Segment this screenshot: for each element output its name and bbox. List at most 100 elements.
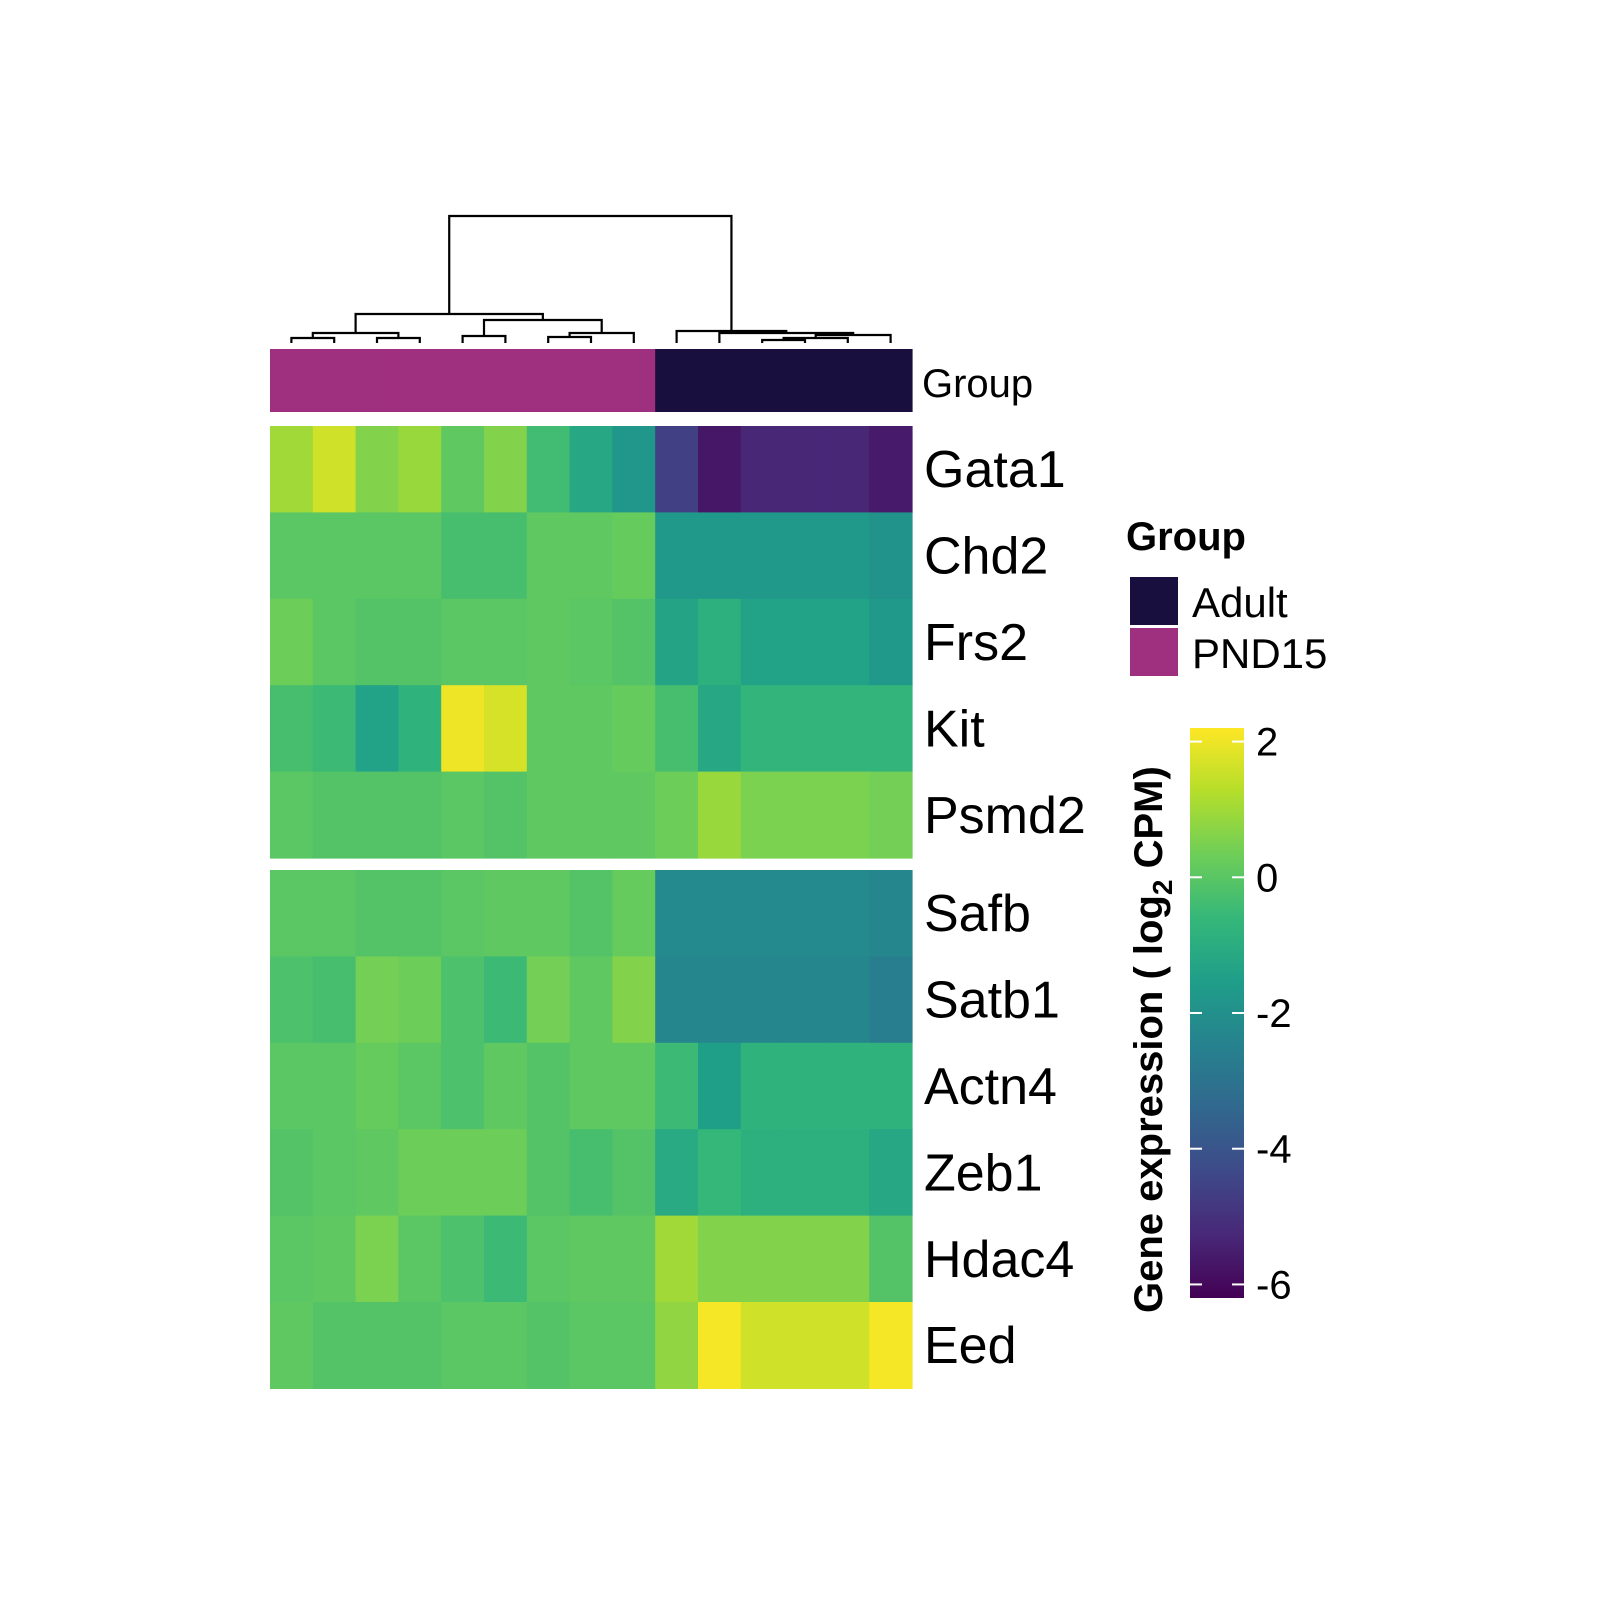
heatmap-cell [826, 426, 870, 513]
heatmap-cell [312, 1215, 357, 1303]
heatmap-cell [655, 426, 699, 513]
heatmap-cell [270, 685, 314, 773]
heatmap-cell [698, 1129, 742, 1217]
heatmap-cells [270, 426, 913, 1389]
heatmap-cell [569, 771, 613, 859]
heatmap-cell [355, 512, 399, 600]
heatmap-cell [655, 1129, 699, 1217]
heatmap-cell [869, 956, 913, 1044]
heatmap-cell [612, 1302, 656, 1389]
heatmap-cell [441, 870, 485, 957]
heatmap-cell [869, 598, 913, 686]
heatmap-cell [312, 870, 357, 957]
heatmap-cell [270, 426, 314, 513]
annotation-cell [398, 349, 442, 412]
heatmap-cell [355, 956, 399, 1044]
heatmap-cell [698, 512, 742, 600]
heatmap-cell [398, 426, 442, 513]
row-label: Frs2 [924, 614, 1028, 672]
heatmap-cell [355, 1042, 399, 1130]
group-legend-title: Group [1126, 515, 1246, 559]
dendrogram-link [448, 214, 733, 331]
heatmap-cell [869, 685, 913, 773]
heatmap-cell [441, 1129, 485, 1217]
heatmap-cell [312, 771, 357, 859]
heatmap-cell [270, 956, 314, 1044]
heatmap-cell [612, 426, 656, 513]
heatmap-cell [398, 1215, 442, 1303]
heatmap-cell [312, 1302, 357, 1389]
heatmap-cell [740, 1215, 785, 1303]
annotation-cell [698, 349, 742, 412]
heatmap-cell [441, 771, 485, 859]
heatmap-cell [740, 870, 785, 957]
annotation-cell [826, 349, 870, 412]
heatmap-cell [740, 426, 785, 513]
heatmap-cell [526, 1215, 571, 1303]
heatmap-cell [698, 956, 742, 1044]
heatmap-cell [312, 685, 357, 773]
heatmap-cell [826, 771, 870, 859]
heatmap-cell [312, 512, 357, 600]
heatmap-cell [698, 771, 742, 859]
heatmap-cell [355, 771, 399, 859]
column-dendrogram [290, 214, 892, 343]
heatmap-cell [569, 1042, 613, 1130]
heatmap-cell [698, 1215, 742, 1303]
heatmap-cell [612, 1042, 656, 1130]
heatmap-cell [270, 598, 314, 686]
legend-item-label: Adult [1192, 579, 1288, 626]
heatmap-cell [398, 870, 442, 957]
heatmap-cell [312, 1042, 357, 1130]
heatmap-cell [655, 956, 699, 1044]
row-label: Satb1 [924, 972, 1060, 1030]
heatmap-cell [270, 870, 314, 957]
heatmap-cell [655, 1042, 699, 1130]
heatmap-cell [612, 956, 656, 1044]
heatmap-cell [740, 685, 785, 773]
heatmap-cell [826, 512, 870, 600]
heatmap-cell [270, 1129, 314, 1217]
heatmap-cell [740, 956, 785, 1044]
heatmap-cell [783, 512, 827, 600]
heatmap-cell [312, 956, 357, 1044]
heatmap-cell [783, 1042, 827, 1130]
heatmap-cell [826, 685, 870, 773]
heatmap-cell [526, 956, 571, 1044]
annotation-cell [526, 349, 571, 412]
heatmap-cell [826, 1215, 870, 1303]
heatmap-cell [398, 1302, 442, 1389]
annotation-cell [655, 349, 699, 412]
heatmap-cell [355, 1129, 399, 1217]
heatmap-cell [869, 1302, 913, 1389]
colorbar-title: Gene expression ( log2 CPM) [1127, 766, 1178, 1313]
annotation-cell [612, 349, 656, 412]
heatmap-cell [740, 598, 785, 686]
heatmap-cell [355, 426, 399, 513]
heatmap-cell [698, 870, 742, 957]
heatmap-cell [698, 1302, 742, 1389]
heatmap-cell [740, 771, 785, 859]
heatmap-cell [270, 1042, 314, 1130]
heatmap-cell [484, 771, 528, 859]
annotation-cell [869, 349, 913, 412]
heatmap-cell [484, 426, 528, 513]
heatmap-cell [783, 685, 827, 773]
row-label: Psmd2 [924, 787, 1086, 845]
colorbar-tick-label: 2 [1256, 721, 1278, 765]
heatmap-cell [398, 1129, 442, 1217]
dendrogram-link [375, 336, 421, 343]
heatmap-cell [398, 512, 442, 600]
heatmap-cell [441, 1042, 485, 1130]
heatmap-cell [783, 1302, 827, 1389]
heatmap-cell [569, 870, 613, 957]
legend-item-label: PND15 [1192, 630, 1327, 677]
heatmap-cell [526, 771, 571, 859]
heatmap-cell [270, 1302, 314, 1389]
heatmap-cell [355, 598, 399, 686]
heatmap-cell [655, 870, 699, 957]
heatmap-cell [398, 598, 442, 686]
heatmap-cell [698, 598, 742, 686]
heatmap-cell [612, 870, 656, 957]
